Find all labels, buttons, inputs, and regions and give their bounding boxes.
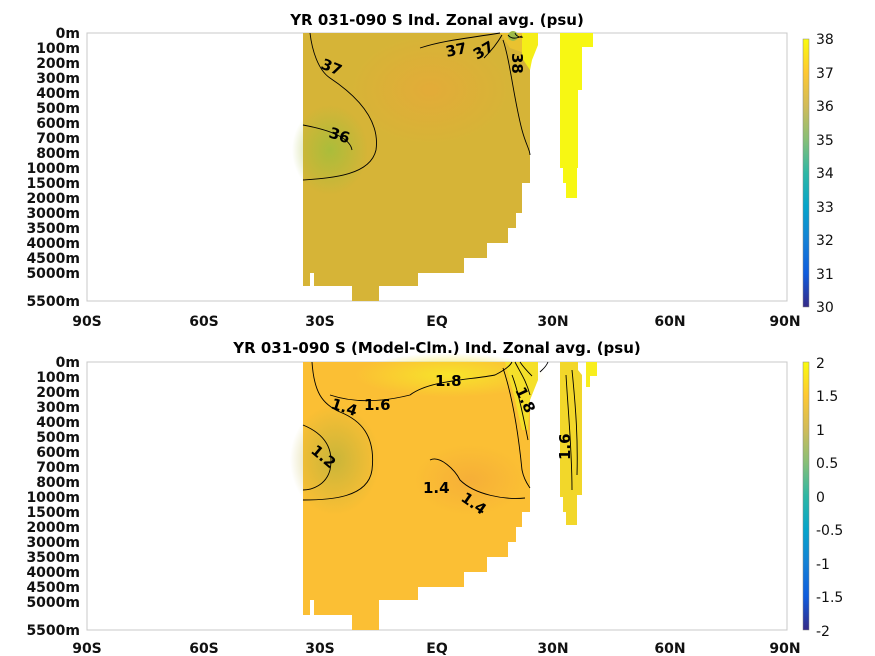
panel-2-contours (302, 361, 578, 501)
panel-1-contour-label: 38 (508, 53, 526, 74)
y-tick-label: 100m (36, 370, 80, 386)
x-tick-label: 30N (537, 641, 568, 656)
panel-1-colorbar-ticks: 38 37 36 35 34 33 32 31 30 (816, 32, 834, 316)
x-tick-label: 30S (305, 641, 335, 656)
panel-1-marginal-sea (522, 33, 538, 70)
y-tick-label: 300m (36, 71, 80, 87)
y-tick-label: 2000m (26, 191, 80, 207)
panel-1-y-ticks: 0m 100m 200m 300m 400m 500m 600m 700m 80… (26, 26, 80, 310)
panel-2-colorbar (802, 361, 810, 631)
panel-1-low-salinity-region (292, 105, 368, 195)
colorbar-tick-label: 34 (816, 166, 834, 182)
x-tick-label: EQ (426, 641, 448, 656)
y-tick-label: 400m (36, 86, 80, 102)
panel-1-colorbar (802, 38, 810, 308)
panel-2-contour-label: 1.6 (364, 396, 391, 414)
y-tick-label: 800m (36, 146, 80, 162)
y-tick-label: 3500m (26, 550, 80, 566)
y-tick-label: 1500m (26, 505, 80, 521)
y-tick-label: 500m (36, 101, 80, 117)
panel-2: YR 031-090 S (Model-Clm.) Ind. Zonal avg… (26, 339, 843, 656)
panel-2-title: YR 031-090 S (Model-Clm.) Ind. Zonal avg… (232, 339, 641, 357)
x-tick-label: 90S (72, 314, 102, 330)
colorbar-tick-label: 32 (816, 233, 834, 249)
colorbar-tick-label: -1.5 (816, 590, 843, 606)
y-tick-label: 600m (36, 116, 80, 132)
x-tick-label: 90N (769, 641, 800, 656)
y-tick-label: 100m (36, 41, 80, 57)
y-tick-label: 5000m (26, 595, 80, 611)
y-tick-label: 1000m (26, 161, 80, 177)
panel-2-arabian-column (560, 362, 582, 525)
colorbar-tick-label: 0.5 (816, 456, 838, 472)
y-tick-label: 5500m (26, 623, 80, 639)
x-tick-label: EQ (426, 314, 448, 330)
colorbar-tick-label: 0 (816, 490, 825, 506)
y-tick-label: 700m (36, 460, 80, 476)
panel-2-arabian-column-top (586, 362, 597, 387)
panel-1-arabian-column (560, 33, 593, 198)
x-tick-label: 30S (305, 314, 335, 330)
y-tick-label: 1000m (26, 490, 80, 506)
colorbar-tick-label: 30 (816, 300, 834, 316)
colorbar-tick-label: 1.5 (816, 389, 838, 405)
panel-2-moderate-difference-region (415, 445, 525, 515)
x-tick-label: 60N (654, 641, 685, 656)
y-tick-label: 200m (36, 385, 80, 401)
y-tick-label: 800m (36, 475, 80, 491)
x-tick-label: 60N (654, 314, 685, 330)
colorbar-tick-label: 38 (816, 32, 834, 48)
colorbar-tick-label: 33 (816, 200, 834, 216)
y-tick-label: 2000m (26, 520, 80, 536)
panel-1-contours (302, 32, 531, 181)
panel-1-title: YR 031-090 S Ind. Zonal avg. (psu) (289, 11, 584, 29)
y-tick-label: 3000m (26, 206, 80, 222)
panel-1-contour-label: 37 (444, 39, 468, 61)
colorbar-tick-label: 35 (816, 133, 834, 149)
colorbar-tick-label: 2 (816, 356, 825, 372)
x-tick-label: 60S (189, 641, 219, 656)
y-tick-label: 500m (36, 430, 80, 446)
colorbar-tick-label: -2 (816, 624, 830, 640)
y-tick-label: 300m (36, 400, 80, 416)
y-tick-label: 4500m (26, 580, 80, 596)
x-tick-label: 90N (769, 314, 800, 330)
colorbar-tick-label: 31 (816, 267, 834, 283)
y-tick-label: 0m (56, 355, 80, 371)
y-tick-label: 4000m (26, 565, 80, 581)
colorbar-tick-label: 1 (816, 423, 825, 439)
colorbar-tick-label: -1 (816, 557, 830, 573)
x-tick-label: 30N (537, 314, 568, 330)
colorbar-tick-label: 36 (816, 99, 834, 115)
y-tick-label: 3000m (26, 535, 80, 551)
y-tick-label: 400m (36, 415, 80, 431)
y-tick-label: 1500m (26, 176, 80, 192)
y-tick-label: 3500m (26, 221, 80, 237)
panel-2-contour-label: 1.8 (435, 372, 462, 390)
panel-1-high-salinity-region (350, 35, 510, 145)
x-tick-label: 90S (72, 641, 102, 656)
y-tick-label: 5000m (26, 266, 80, 282)
y-tick-label: 700m (36, 131, 80, 147)
y-tick-label: 0m (56, 26, 80, 42)
colorbar-tick-label: -0.5 (816, 523, 843, 539)
panel-2-contour-label: 1.4 (423, 479, 450, 497)
panel-1: YR 031-090 S Ind. Zonal avg. (psu) 37 37… (26, 11, 833, 330)
panel-1-contour-label: 36 (327, 124, 352, 148)
panel-2-y-ticks: 0m 100m 200m 300m 400m 500m 600m 700m 80… (26, 355, 80, 639)
colorbar-tick-label: 37 (816, 66, 834, 82)
y-tick-label: 4500m (26, 251, 80, 267)
panel-2-low-difference-region (290, 405, 380, 515)
x-tick-label: 60S (189, 314, 219, 330)
y-tick-label: 600m (36, 445, 80, 461)
y-tick-label: 5500m (26, 294, 80, 310)
panel-2-x-ticks: 90S 60S 30S EQ 30N 60N 90N (72, 641, 800, 656)
panel-2-surface-high-difference (355, 353, 545, 397)
y-tick-label: 200m (36, 56, 80, 72)
panel-2-colorbar-ticks: 2 1.5 1 0.5 0 -0.5 -1 -1.5 -2 (816, 356, 843, 640)
y-tick-label: 4000m (26, 236, 80, 252)
panel-1-x-ticks: 90S 60S 30S EQ 30N 60N 90N (72, 314, 800, 330)
panel-2-contour-label: 1.6 (556, 433, 574, 460)
